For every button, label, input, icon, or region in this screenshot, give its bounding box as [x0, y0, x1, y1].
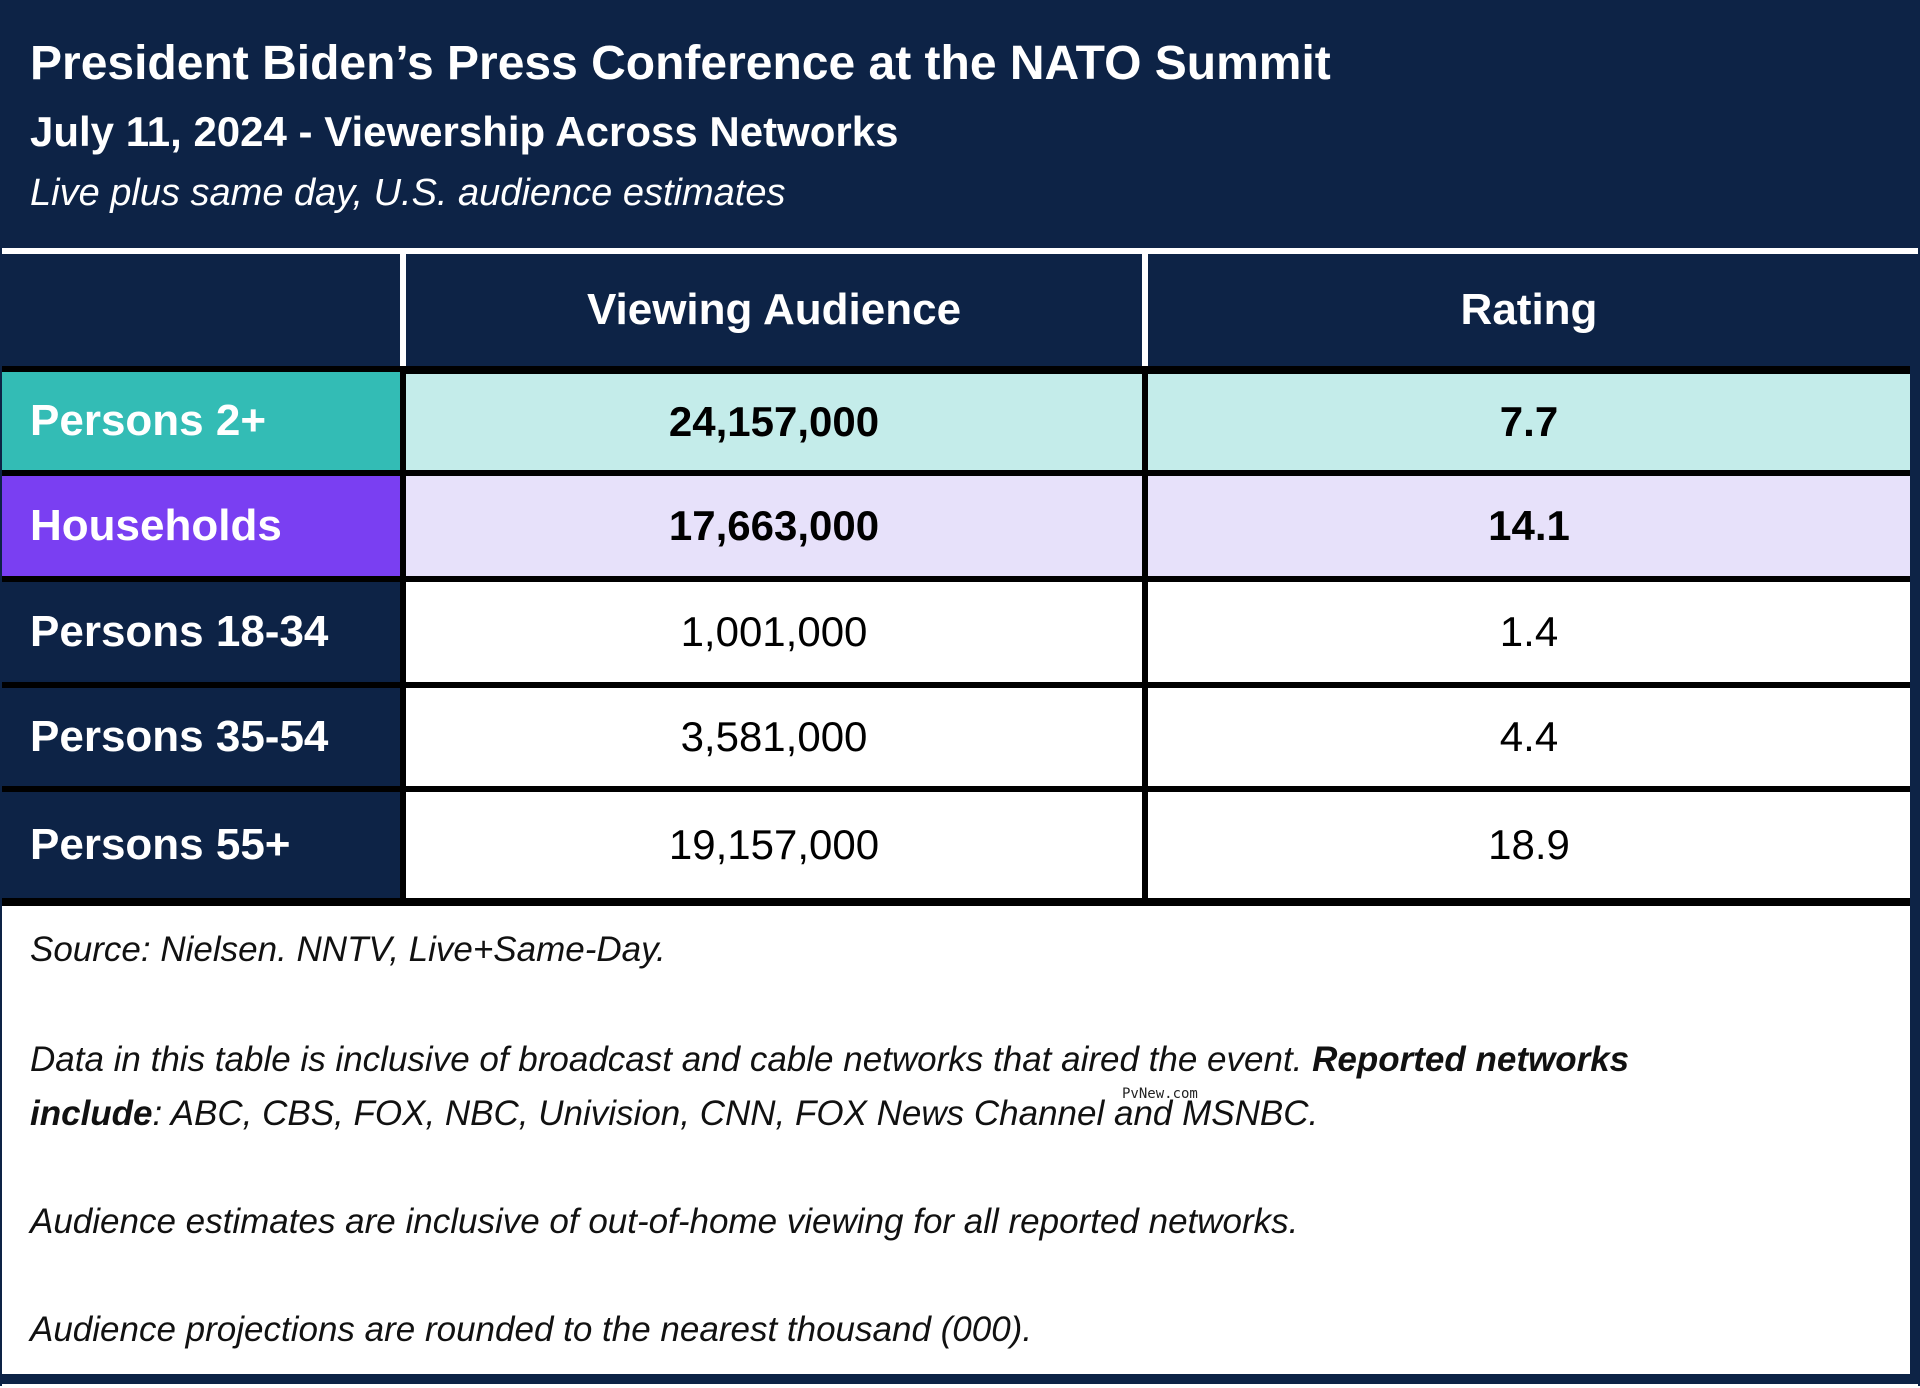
footnotes: Source: Nielsen. NNTV, Live+Same-Day. Da…: [2, 902, 1918, 1388]
out-of-home-note: Audience estimates are inclusive of out-…: [30, 1202, 1299, 1241]
row-label-households: Households: [2, 476, 400, 576]
bottom-border: [2, 1374, 1918, 1384]
row-label-persons-55-plus: Persons 55+: [2, 792, 400, 898]
column-header-viewing-audience: Viewing Audience: [406, 254, 1142, 366]
table-cell-rating: 4.4: [1148, 688, 1910, 786]
table-corner-cell: [2, 254, 400, 366]
table-cell-audience: 19,157,000: [406, 792, 1142, 898]
row-label-persons-18-34: Persons 18-34: [2, 582, 400, 682]
rounding-note: Audience projections are rounded to the …: [30, 1310, 1033, 1349]
header-panel: President Biden’s Press Conference at th…: [2, 2, 1918, 248]
page-title: President Biden’s Press Conference at th…: [30, 37, 1331, 90]
networks-note-bold: Reported networks: [1312, 1040, 1630, 1079]
column-divider: [400, 254, 406, 366]
column-header-rating: Rating: [1148, 254, 1910, 366]
networks-note-text: Data in this table is inclusive of broad…: [30, 1040, 1303, 1079]
table-cell-rating: 14.1: [1148, 476, 1910, 576]
header-divider: [2, 248, 1918, 254]
table-cell-audience: 1,001,000: [406, 582, 1142, 682]
table-cell-audience: 3,581,000: [406, 688, 1142, 786]
column-divider: [1142, 254, 1148, 366]
networks-note-bold-include: include: [30, 1094, 153, 1133]
estimate-note: Live plus same day, U.S. audience estima…: [30, 172, 786, 214]
networks-list: : ABC, CBS, FOX, NBC, Univision, CNN, FO…: [152, 1094, 1319, 1133]
table-cell-audience: 24,157,000: [406, 374, 1142, 470]
page-subtitle: July 11, 2024 - Viewership Across Networ…: [30, 108, 899, 155]
table-cell-rating: 18.9: [1148, 792, 1910, 898]
watermark-text: PvNew.com: [1122, 1086, 1198, 1102]
networks-note-line-1: Data in this table is inclusive of broad…: [30, 1040, 1629, 1080]
table-cell-rating: 1.4: [1148, 582, 1910, 682]
row-label-persons-2-plus: Persons 2+: [2, 372, 400, 470]
table-cell-rating: 7.7: [1148, 374, 1910, 470]
networks-note-line-2: include: ABC, CBS, FOX, NBC, Univision, …: [30, 1094, 1318, 1134]
source-note: Source: Nielsen. NNTV, Live+Same-Day.: [30, 930, 666, 969]
row-label-persons-35-54: Persons 35-54: [2, 688, 400, 786]
viewership-table: Viewing Audience Rating Persons 2+ 24,15…: [2, 254, 1918, 902]
right-border: [1910, 254, 1918, 1384]
table-cell-audience: 17,663,000: [406, 476, 1142, 576]
